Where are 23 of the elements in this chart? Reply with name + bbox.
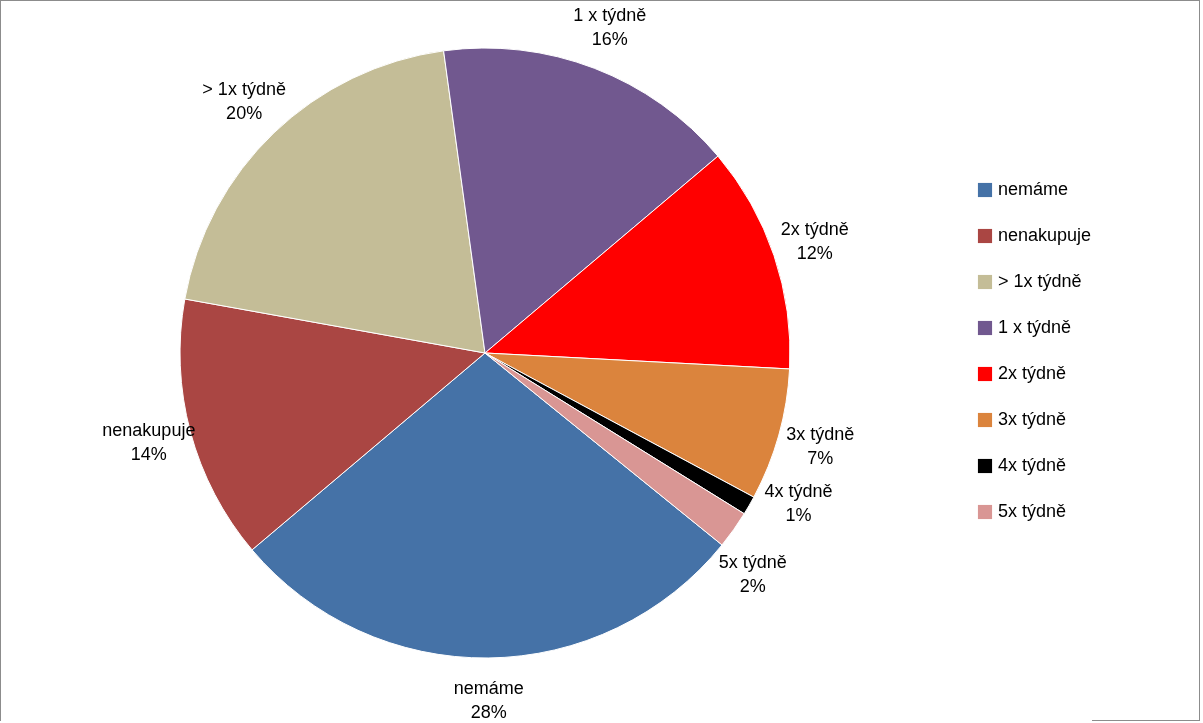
legend-label: 3x týdně [998,409,1067,429]
slice-label: 1 x týdně [573,5,647,26]
legend-label: > 1x týdně [998,271,1082,291]
legend-label: 2x týdně [998,363,1067,383]
slice-label: nemáme [453,677,524,698]
data-label: 28% [470,701,507,722]
legend-label: nenakupuje [998,225,1092,245]
slice-label: > 1x týdně [202,78,286,99]
data-label: 16% [591,29,628,50]
data-label: 12% [796,243,833,263]
legend-label: 4x týdně [998,455,1067,475]
data-label: 2% [739,576,766,597]
slice-label: 2x týdně [780,219,849,239]
data-label: 7% [807,447,834,468]
legend-label: 1 x týdně [998,317,1072,337]
legend-label: 5x týdně [998,501,1067,521]
data-label: 1% [785,504,812,525]
legend-label: nemáme [998,179,1069,199]
slice-label: 3x týdně [786,423,855,444]
data-label: 14% [130,444,167,465]
slice-label: 5x týdně [718,552,787,573]
data-label: 20% [226,102,263,123]
slice-label: 4x týdně [764,480,833,501]
